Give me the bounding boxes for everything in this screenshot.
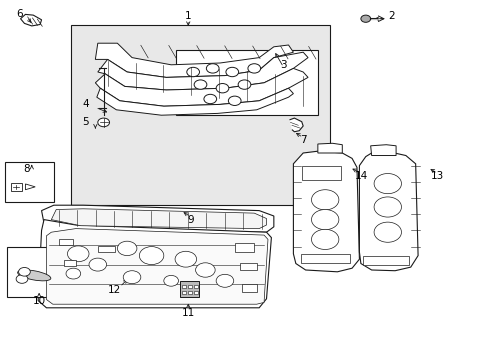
- Polygon shape: [25, 184, 35, 190]
- Circle shape: [195, 263, 215, 277]
- Bar: [302, 166, 341, 180]
- Circle shape: [360, 15, 370, 22]
- Bar: [71, 25, 329, 205]
- Circle shape: [123, 271, 141, 284]
- Bar: [7, 247, 71, 297]
- Text: 4: 4: [82, 99, 89, 109]
- Bar: [59, 239, 73, 245]
- Bar: [176, 50, 317, 115]
- Circle shape: [216, 274, 233, 287]
- Ellipse shape: [18, 270, 51, 281]
- Polygon shape: [97, 88, 293, 115]
- Polygon shape: [46, 229, 267, 304]
- Circle shape: [225, 67, 238, 77]
- Bar: [180, 281, 198, 297]
- Text: 14: 14: [354, 171, 368, 181]
- Polygon shape: [370, 145, 395, 156]
- Circle shape: [373, 222, 401, 242]
- Polygon shape: [51, 209, 266, 229]
- Circle shape: [203, 94, 216, 104]
- Text: 13: 13: [430, 171, 444, 181]
- Circle shape: [373, 174, 401, 194]
- Text: 7: 7: [299, 135, 306, 145]
- Text: 8: 8: [23, 164, 30, 174]
- Bar: [300, 254, 349, 263]
- Text: 6: 6: [16, 9, 23, 19]
- Text: 12: 12: [108, 285, 122, 295]
- Bar: [98, 246, 115, 252]
- Bar: [194, 291, 198, 294]
- Circle shape: [67, 246, 89, 262]
- Text: 10: 10: [33, 296, 45, 306]
- Circle shape: [206, 64, 219, 73]
- Text: 5: 5: [82, 117, 89, 127]
- Circle shape: [117, 241, 137, 256]
- Circle shape: [89, 258, 106, 271]
- Polygon shape: [38, 220, 271, 308]
- Polygon shape: [289, 118, 303, 132]
- Circle shape: [163, 275, 178, 286]
- Circle shape: [311, 229, 338, 249]
- Circle shape: [19, 267, 30, 276]
- Bar: [182, 291, 186, 294]
- Bar: [63, 260, 76, 266]
- Circle shape: [247, 64, 260, 73]
- Bar: [188, 291, 192, 294]
- Bar: [242, 284, 256, 292]
- Circle shape: [194, 80, 206, 89]
- Circle shape: [66, 268, 81, 279]
- Text: 2: 2: [387, 11, 394, 21]
- Bar: [239, 263, 256, 270]
- Polygon shape: [359, 151, 417, 271]
- Polygon shape: [293, 151, 359, 272]
- Circle shape: [216, 84, 228, 93]
- Bar: [234, 243, 254, 252]
- Text: 1: 1: [184, 11, 191, 21]
- Bar: [11, 183, 21, 191]
- Polygon shape: [41, 205, 273, 232]
- Bar: [362, 256, 408, 265]
- Circle shape: [311, 210, 338, 230]
- Text: 9: 9: [187, 215, 194, 225]
- Polygon shape: [95, 68, 307, 106]
- Circle shape: [228, 96, 241, 105]
- Circle shape: [238, 80, 250, 89]
- Bar: [194, 285, 198, 288]
- Polygon shape: [98, 52, 307, 90]
- Circle shape: [175, 251, 196, 267]
- Circle shape: [98, 118, 109, 127]
- Text: 11: 11: [181, 308, 195, 318]
- Bar: [182, 285, 186, 288]
- Circle shape: [16, 275, 28, 283]
- Polygon shape: [317, 143, 342, 153]
- Bar: [5, 162, 54, 202]
- Bar: [188, 285, 192, 288]
- Text: 3: 3: [280, 60, 286, 70]
- Polygon shape: [20, 14, 41, 26]
- Polygon shape: [95, 43, 293, 77]
- Circle shape: [186, 67, 199, 77]
- Circle shape: [311, 190, 338, 210]
- Circle shape: [139, 247, 163, 265]
- Circle shape: [373, 197, 401, 217]
